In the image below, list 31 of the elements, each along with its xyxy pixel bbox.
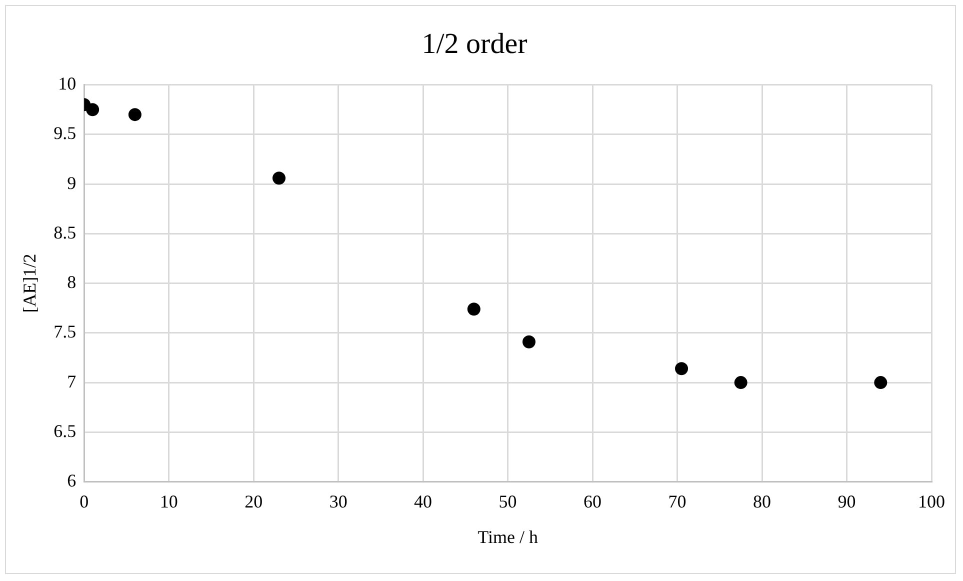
y-tick-label: 9: [67, 172, 76, 193]
x-tick-label: 70: [668, 491, 686, 512]
x-tick-label: 50: [498, 491, 517, 512]
point: [734, 376, 748, 390]
x-tick-label: 30: [329, 491, 348, 512]
y-tick-label: 8: [67, 272, 76, 292]
x-tick-label: 20: [244, 491, 263, 512]
y-tick-label: 6.5: [54, 420, 76, 441]
point: [128, 108, 142, 122]
point: [675, 362, 688, 376]
chart-title: 1/2 order: [422, 28, 528, 60]
y-tick-label: 9.5: [54, 123, 76, 144]
point: [467, 302, 480, 316]
x-tick-label: 80: [753, 491, 772, 512]
y-tick-label: 8.5: [54, 222, 76, 242]
y-tick-label: 6: [67, 470, 76, 491]
x-tick-label: 90: [838, 491, 856, 512]
x-tick-label: 0: [80, 491, 89, 512]
x-axis-title: Time / h: [478, 526, 538, 547]
point: [86, 103, 100, 116]
point: [874, 376, 888, 390]
point: [522, 335, 536, 348]
x-tick-label: 10: [160, 491, 178, 512]
x-tick-label: 40: [414, 491, 432, 512]
y-axis-title: [AE]1/2: [20, 254, 40, 313]
point: [272, 172, 286, 185]
y-tick-label: 10: [58, 74, 76, 94]
x-tick-label: 60: [584, 491, 602, 512]
y-tick-label: 7.5: [54, 322, 76, 342]
y-tick-label: 7: [67, 371, 76, 392]
x-tick-label: 100: [918, 491, 945, 512]
